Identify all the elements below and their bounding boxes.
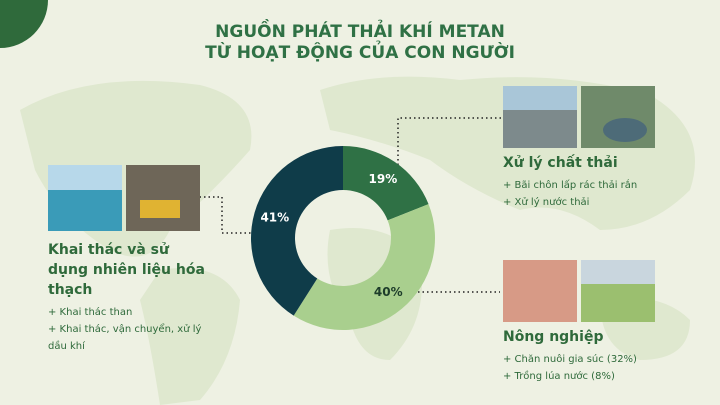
detail-item: + Chăn nuôi gia súc (32%) — [503, 354, 637, 365]
callout: Nông nghiệp + Chăn nuôi gia súc (32%) + Tr… — [503, 327, 713, 385]
photos — [48, 86, 655, 322]
value-label: 19% — [369, 172, 398, 186]
detail-item: + Khai thác than — [48, 307, 133, 318]
detail-item: + Trồng lúa nước (8%) — [503, 371, 615, 382]
title-line: TỪ HOẠT ĐỘNG CỦA CON NGƯỜI — [205, 39, 515, 63]
connectors — [200, 117, 502, 293]
category-heading: Xử lý chất thải — [503, 155, 618, 171]
value-label: 40% — [374, 285, 403, 299]
value-label: 41% — [260, 211, 289, 225]
donut-slice — [293, 204, 435, 330]
detail-item: + Bãi chôn lấp rác thải rắn — [503, 180, 638, 191]
donut-slice — [251, 146, 343, 316]
donut-slice — [343, 146, 429, 221]
title-line: NGUỒN PHÁT THẢI KHÍ METAN — [215, 18, 505, 42]
category-heading: Khai thác và sử dụng nhiên liệu hóa thạc… — [48, 242, 205, 298]
callout: Xử lý chất thải + Bãi chôn lấp rác thải r… — [503, 153, 713, 211]
detail-item: + Khai thác, vận chuyển, xử lý dầu khí — [48, 324, 202, 352]
corner-decor — [0, 0, 48, 48]
detail-item: + Xử lý nước thải — [503, 197, 590, 208]
category-heading: Nông nghiệp — [503, 329, 604, 345]
callout: Khai thác và sử dụng nhiên liệu hóa thạc… — [48, 240, 208, 355]
